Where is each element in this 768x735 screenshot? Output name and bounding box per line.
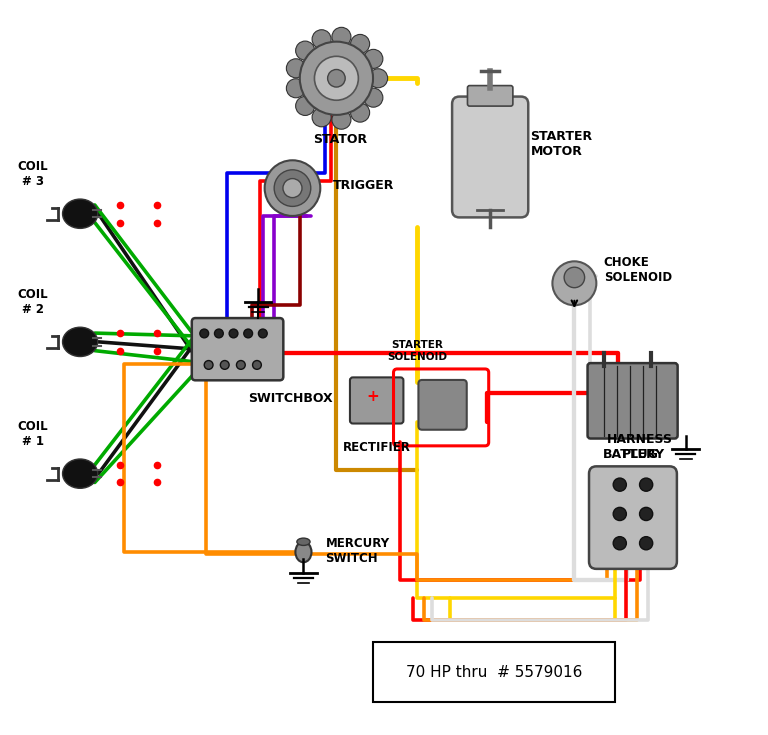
Ellipse shape bbox=[62, 327, 98, 356]
Ellipse shape bbox=[296, 542, 312, 562]
Circle shape bbox=[258, 329, 267, 338]
Text: HARNESS
PLUG: HARNESS PLUG bbox=[607, 433, 674, 462]
Text: COIL
# 3: COIL # 3 bbox=[17, 160, 48, 188]
Circle shape bbox=[314, 57, 359, 100]
Circle shape bbox=[283, 179, 302, 198]
Circle shape bbox=[328, 70, 345, 87]
Circle shape bbox=[200, 329, 209, 338]
FancyBboxPatch shape bbox=[373, 642, 614, 702]
Text: SWITCHBOX: SWITCHBOX bbox=[248, 392, 333, 405]
FancyBboxPatch shape bbox=[588, 363, 677, 439]
Circle shape bbox=[640, 537, 653, 550]
Text: COIL
# 1: COIL # 1 bbox=[17, 420, 48, 448]
Circle shape bbox=[214, 329, 223, 338]
Circle shape bbox=[204, 361, 213, 369]
Circle shape bbox=[312, 108, 331, 127]
Text: +: + bbox=[366, 390, 379, 404]
Circle shape bbox=[243, 329, 253, 338]
Circle shape bbox=[332, 110, 351, 129]
Text: COIL
# 2: COIL # 2 bbox=[17, 288, 48, 316]
Circle shape bbox=[640, 478, 653, 491]
FancyBboxPatch shape bbox=[192, 318, 283, 380]
Circle shape bbox=[286, 79, 306, 98]
Circle shape bbox=[274, 170, 311, 207]
Circle shape bbox=[265, 160, 320, 216]
FancyBboxPatch shape bbox=[452, 96, 528, 218]
Text: BATTERY: BATTERY bbox=[604, 448, 666, 461]
FancyBboxPatch shape bbox=[419, 380, 467, 430]
Circle shape bbox=[351, 35, 369, 54]
Circle shape bbox=[364, 88, 383, 107]
FancyBboxPatch shape bbox=[468, 85, 513, 106]
FancyBboxPatch shape bbox=[350, 377, 403, 423]
Circle shape bbox=[300, 42, 373, 115]
Text: MERCURY
SWITCH: MERCURY SWITCH bbox=[326, 537, 389, 564]
Circle shape bbox=[564, 268, 584, 287]
Text: STARTER
MOTOR: STARTER MOTOR bbox=[531, 130, 593, 158]
Ellipse shape bbox=[62, 199, 98, 229]
FancyBboxPatch shape bbox=[589, 466, 677, 569]
Circle shape bbox=[613, 478, 627, 491]
Circle shape bbox=[613, 507, 627, 520]
Ellipse shape bbox=[297, 538, 310, 545]
Circle shape bbox=[253, 361, 261, 369]
Circle shape bbox=[332, 27, 351, 46]
Circle shape bbox=[613, 537, 627, 550]
Text: STATOR: STATOR bbox=[313, 133, 367, 146]
Circle shape bbox=[552, 262, 596, 305]
Circle shape bbox=[296, 41, 315, 60]
Text: STARTER
SOLENOID: STARTER SOLENOID bbox=[387, 340, 447, 362]
Circle shape bbox=[286, 59, 306, 78]
Ellipse shape bbox=[62, 459, 98, 488]
Text: TRIGGER: TRIGGER bbox=[333, 179, 394, 192]
Circle shape bbox=[229, 329, 238, 338]
Circle shape bbox=[351, 103, 369, 122]
Circle shape bbox=[220, 361, 229, 369]
Circle shape bbox=[296, 96, 315, 115]
Circle shape bbox=[369, 69, 388, 87]
Circle shape bbox=[237, 361, 245, 369]
Circle shape bbox=[640, 507, 653, 520]
Circle shape bbox=[364, 49, 383, 68]
Text: 70 HP thru  # 5579016: 70 HP thru # 5579016 bbox=[406, 664, 582, 680]
Text: RECTIFIER: RECTIFIER bbox=[343, 441, 411, 453]
Circle shape bbox=[312, 29, 331, 49]
Text: CHOKE
SOLENOID: CHOKE SOLENOID bbox=[604, 256, 672, 284]
